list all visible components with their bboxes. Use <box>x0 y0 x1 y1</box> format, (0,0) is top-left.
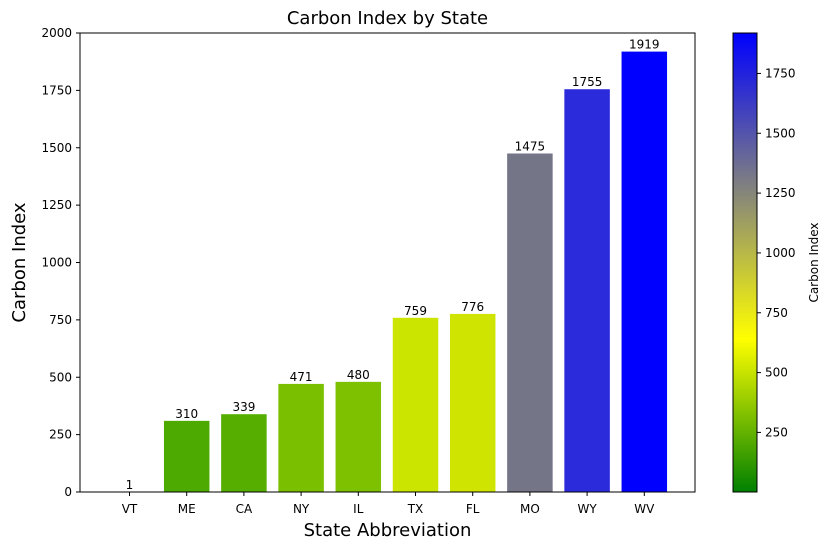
data-label-ny: 471 <box>290 370 313 384</box>
colorbar: 250 500 750 1000 1250 1500 1750 <box>732 32 796 493</box>
bar-il <box>335 381 382 492</box>
y-tick-label: 500 <box>49 370 72 384</box>
x-tick-label-wv: WV <box>634 502 655 516</box>
x-tick-label-ny: NY <box>293 502 310 516</box>
x-tick-label-tx: TX <box>407 502 424 516</box>
y-tick-label: 1250 <box>41 198 72 212</box>
data-label-vt: 1 <box>126 478 134 492</box>
y-tick-label: 250 <box>49 428 72 442</box>
colorbar-tick-label: 1500 <box>765 126 796 140</box>
y-tick-label: 2000 <box>41 26 72 40</box>
bar-fl <box>449 313 496 492</box>
colorbar-title: Carbon Index <box>807 222 821 302</box>
y-tick-label: 750 <box>49 313 72 327</box>
x-tick-label-vt: VT <box>122 502 138 516</box>
data-label-fl: 776 <box>461 300 484 314</box>
chart-title: Carbon Index by State <box>287 8 488 29</box>
x-tick-label-wy: WY <box>577 502 597 516</box>
data-label-wv: 1919 <box>629 38 660 52</box>
y-tick-label: 1000 <box>41 256 72 270</box>
x-tick-label-ca: CA <box>236 502 253 516</box>
bar-mo <box>507 153 553 493</box>
x-tick-label-me: ME <box>178 502 196 516</box>
x-tick-label-il: IL <box>353 502 364 516</box>
x-axis-title: State Abbreviation <box>304 520 472 541</box>
bar-tx <box>392 317 439 492</box>
bar-ny <box>278 383 324 492</box>
y-axis-title: Carbon Index <box>9 202 30 322</box>
y-tick-label: 1500 <box>41 141 72 155</box>
plot-area: 1 VT 310 ME 339 CA 471 NY 480 IL 759 TX 776 FL 1475 MO 1… <box>41 26 696 516</box>
bar-wy <box>564 89 610 492</box>
colorbar-tick-label: 750 <box>765 306 788 320</box>
data-label-me: 310 <box>175 407 198 421</box>
bar-wv <box>621 51 668 492</box>
colorbar-scale <box>732 32 758 493</box>
data-label-wy: 1755 <box>572 75 603 89</box>
colorbar-tick-label: 250 <box>765 425 788 439</box>
y-tick-label: 0 <box>64 485 72 499</box>
x-tick-label-mo: MO <box>520 502 540 516</box>
colorbar-tick-label: 1000 <box>765 246 796 260</box>
bar-ca <box>221 414 267 492</box>
data-label-tx: 759 <box>404 304 427 318</box>
data-label-il: 480 <box>347 368 370 382</box>
x-tick-label-fl: FL <box>466 502 480 516</box>
plot-frame <box>79 32 696 493</box>
bar-me <box>163 420 210 492</box>
data-label-ca: 339 <box>232 400 255 414</box>
y-tick-label: 1750 <box>41 83 72 97</box>
colorbar-tick-label: 500 <box>765 366 788 380</box>
data-label-mo: 1475 <box>515 139 546 153</box>
colorbar-tick-label: 1250 <box>765 186 796 200</box>
colorbar-tick-label: 1750 <box>765 66 796 80</box>
